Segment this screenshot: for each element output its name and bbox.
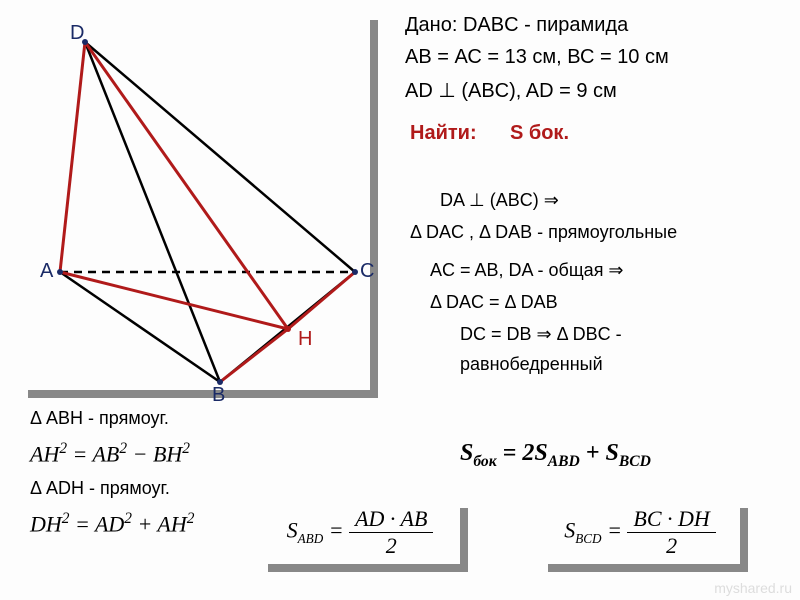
proof-line1: DA ⊥ (ABC) ⇒ xyxy=(440,190,559,211)
ah-r1: AB xyxy=(92,441,119,466)
box1-den: 2 xyxy=(349,533,433,559)
sbok-plus: + xyxy=(580,440,606,466)
sbok-t2sub: BCD xyxy=(619,453,651,470)
dh-plus: + xyxy=(132,511,157,536)
box1-s: S xyxy=(287,517,298,542)
sbok-t1: S xyxy=(534,440,547,466)
find-label: Найти: xyxy=(410,122,477,144)
box2-den: 2 xyxy=(627,533,715,559)
dh-r2: AH xyxy=(157,511,186,536)
ah-lhs: AH xyxy=(30,441,59,466)
watermark: myshared.ru xyxy=(714,580,792,596)
given-line2: АВ = АС = 13 см, ВС = 10 см xyxy=(405,46,669,69)
ah-eq: = xyxy=(67,441,92,466)
ad-text: AD xyxy=(405,80,438,102)
dh-eq: = xyxy=(69,511,94,536)
proof-line4: Δ DAC = Δ DAB xyxy=(430,292,558,313)
formula-box2: SBCD = BC · DH 2 xyxy=(540,500,740,564)
formula-box1: SABD = AD · AB 2 xyxy=(260,500,460,564)
sbok-t1sub: ABD xyxy=(548,453,580,470)
box1-sub: ABD xyxy=(298,530,324,545)
abc-text: (ABC), AD = 9 см xyxy=(456,80,617,102)
box2-sub: BCD xyxy=(575,530,601,545)
abc-arrow: (ABC) ⇒ xyxy=(485,190,559,210)
proof-line5: DC = DB ⇒ Δ DBC - xyxy=(460,324,622,345)
find-value: S бок. xyxy=(510,122,569,144)
abh-note: Δ ABH - прямоуг. xyxy=(30,408,169,429)
perp-icon: ⊥ xyxy=(438,80,455,102)
formula-sbok: Sбок = 2SABD + SBCD xyxy=(460,440,651,471)
dh-r1: AD xyxy=(95,511,124,536)
da-text: DA xyxy=(440,190,469,210)
label-A: A xyxy=(40,260,53,283)
label-C: C xyxy=(360,260,374,283)
label-D: D xyxy=(70,22,84,45)
box2-s: S xyxy=(564,517,575,542)
geometry-svg xyxy=(20,12,370,390)
ah-r2: BH xyxy=(153,441,182,466)
formula-ah: AH2 = AB2 − BH2 xyxy=(30,440,190,467)
ah-minus: − xyxy=(127,441,153,466)
sbok-sub: бок xyxy=(473,453,496,470)
perp-icon-2: ⊥ xyxy=(469,190,485,210)
proof-line6: равнобедренный xyxy=(460,354,603,375)
given-line3: AD ⊥ (ABC), AD = 9 см xyxy=(405,78,617,103)
label-B: B xyxy=(212,384,225,407)
find-line: Найти: S бок. xyxy=(410,122,569,145)
adh-note: Δ ADH - прямоуг. xyxy=(30,478,170,499)
proof-line3: AC = AB, DA - общая ⇒ xyxy=(430,260,624,281)
label-H: H xyxy=(298,328,312,351)
formula-dh: DH2 = AD2 + AH2 xyxy=(30,510,194,537)
given-line1: Дано: DABC - пирамида xyxy=(405,14,628,37)
dh-lhs: DH xyxy=(30,511,62,536)
sbok-s: S xyxy=(460,440,473,466)
box2-num: BC · DH xyxy=(627,506,715,533)
diagram-front: D A C B H xyxy=(20,12,370,390)
sbok-eq: = 2 xyxy=(497,440,535,466)
sbok-t2: S xyxy=(605,440,618,466)
box1-num: AD · AB xyxy=(349,506,433,533)
proof-line2: Δ DAC , Δ DAB - прямоугольные xyxy=(410,222,677,243)
